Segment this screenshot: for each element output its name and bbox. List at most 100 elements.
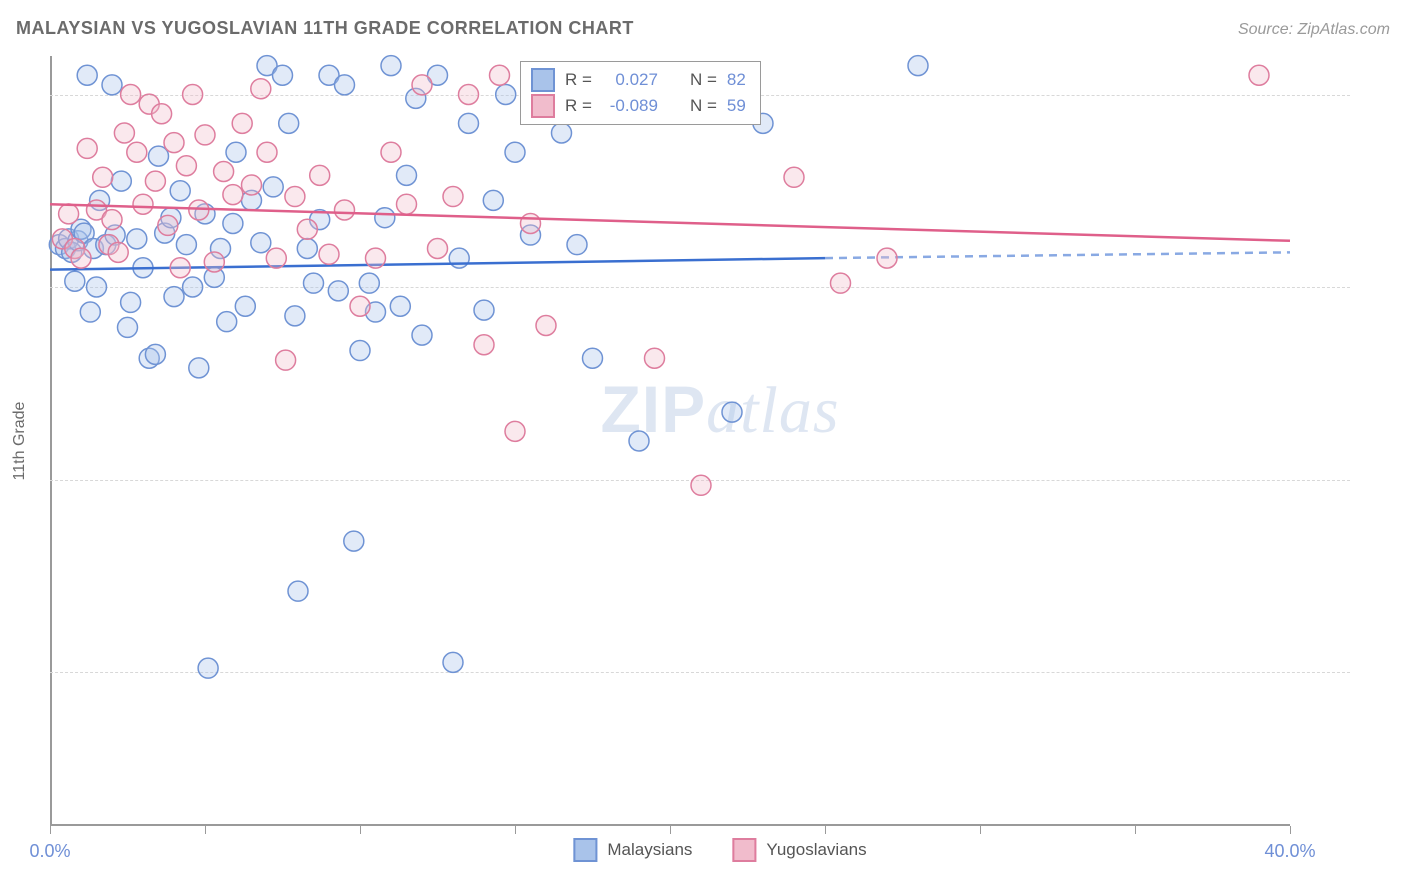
scatter-point	[235, 296, 255, 316]
legend-r-value: 0.027	[602, 67, 658, 93]
scatter-point	[257, 142, 277, 162]
x-tick	[1135, 826, 1136, 834]
legend-row: R =-0.089N =59	[531, 93, 746, 119]
scatter-point	[127, 142, 147, 162]
scatter-point	[251, 79, 271, 99]
scatter-point	[77, 138, 97, 158]
scatter-point	[223, 185, 243, 205]
scatter-point	[335, 200, 355, 220]
scatter-point	[459, 85, 479, 105]
regression-line	[50, 258, 825, 270]
scatter-point	[381, 56, 401, 76]
correlation-legend: R =0.027N =82R =-0.089N =59	[520, 61, 761, 125]
scatter-point	[583, 348, 603, 368]
scatter-point	[483, 190, 503, 210]
scatter-point	[412, 325, 432, 345]
legend-n-label: N =	[690, 67, 717, 93]
scatter-point	[276, 350, 296, 370]
scatter-point	[183, 85, 203, 105]
scatter-point	[158, 215, 178, 235]
scatter-point	[629, 431, 649, 451]
scatter-point	[1249, 65, 1269, 85]
legend-n-value: 82	[727, 67, 746, 93]
x-tick	[360, 826, 361, 834]
scatter-point	[273, 65, 293, 85]
scatter-point	[242, 175, 262, 195]
scatter-point	[285, 306, 305, 326]
scatter-point	[474, 335, 494, 355]
scatter-point	[263, 177, 283, 197]
x-tick	[515, 826, 516, 834]
scatter-point	[304, 273, 324, 293]
scatter-point	[176, 235, 196, 255]
scatter-point	[93, 167, 113, 187]
scatter-point	[297, 239, 317, 259]
scatter-point	[214, 162, 234, 182]
chart-title: MALAYSIAN VS YUGOSLAVIAN 11TH GRADE CORR…	[16, 18, 634, 39]
scatter-point	[65, 271, 85, 291]
scatter-point	[350, 341, 370, 361]
scatter-point	[266, 248, 286, 268]
scatter-point	[505, 142, 525, 162]
scatter-point	[449, 248, 469, 268]
x-tick	[205, 826, 206, 834]
scatter-point	[204, 252, 224, 272]
legend-row: R =0.027N =82	[531, 67, 746, 93]
scatter-point	[279, 113, 299, 133]
scatter-point	[80, 302, 100, 322]
scatter-point	[381, 142, 401, 162]
scatter-point	[831, 273, 851, 293]
scatter-point	[397, 165, 417, 185]
scatter-point	[59, 204, 79, 224]
scatter-point	[335, 75, 355, 95]
scatter-point	[118, 317, 138, 337]
series-legend-label: Yugoslavians	[766, 840, 866, 860]
scatter-point	[133, 194, 153, 214]
scatter-point	[195, 125, 215, 145]
scatter-point	[536, 316, 556, 336]
x-tick	[825, 826, 826, 834]
scatter-point	[170, 181, 190, 201]
x-tick	[50, 826, 51, 834]
scatter-point	[344, 531, 364, 551]
scatter-point	[288, 581, 308, 601]
scatter-point	[170, 258, 190, 278]
source-label: Source: ZipAtlas.com	[1238, 21, 1390, 39]
scatter-point	[567, 235, 587, 255]
scatter-point	[459, 113, 479, 133]
scatter-point	[223, 213, 243, 233]
scatter-svg	[50, 56, 1290, 826]
scatter-point	[443, 187, 463, 207]
scatter-point	[87, 277, 107, 297]
scatter-point	[319, 244, 339, 264]
scatter-point	[397, 194, 417, 214]
scatter-point	[428, 239, 448, 259]
scatter-point	[443, 652, 463, 672]
scatter-point	[285, 187, 305, 207]
x-tick-label: 0.0%	[29, 841, 70, 862]
scatter-point	[108, 242, 128, 262]
scatter-point	[77, 65, 97, 85]
legend-r-value: -0.089	[602, 93, 658, 119]
series-legend-item: Malaysians	[573, 838, 692, 862]
scatter-point	[645, 348, 665, 368]
series-legend: Malaysians Yugoslavians	[573, 838, 866, 862]
series-legend-label: Malaysians	[607, 840, 692, 860]
legend-swatch	[732, 838, 756, 862]
series-legend-item: Yugoslavians	[732, 838, 866, 862]
x-tick	[670, 826, 671, 834]
x-tick-label: 40.0%	[1264, 841, 1315, 862]
scatter-point	[521, 213, 541, 233]
scatter-point	[71, 248, 91, 268]
scatter-point	[102, 210, 122, 230]
scatter-point	[359, 273, 379, 293]
scatter-point	[176, 156, 196, 176]
legend-swatch	[573, 838, 597, 862]
scatter-point	[189, 358, 209, 378]
scatter-point	[350, 296, 370, 316]
scatter-point	[251, 233, 271, 253]
scatter-point	[198, 658, 218, 678]
scatter-point	[217, 312, 237, 332]
scatter-point	[121, 292, 141, 312]
y-axis-label: 11th Grade	[11, 402, 29, 481]
